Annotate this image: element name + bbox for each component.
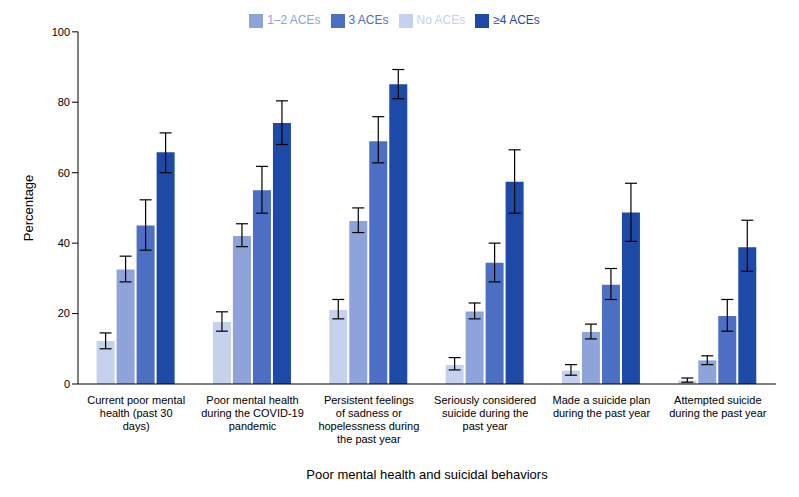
svg-text:40: 40 (58, 237, 70, 249)
html-text:No ACEs: No ACEs (416, 13, 466, 27)
svg-text:80: 80 (58, 96, 70, 108)
svg-text:Persistent feelingsof sadness: Persistent feelingsof sadness orhopeless… (318, 394, 419, 445)
html-text:3 ACEs: 3 ACEs (348, 13, 389, 27)
svg-text:20: 20 (58, 307, 70, 319)
svg-text:Made a suicide planduring the: Made a suicide planduring the past year (553, 394, 651, 419)
svg-text:Seriously consideredsuicide du: Seriously consideredsuicide during thepa… (434, 394, 536, 432)
svg-text:60: 60 (58, 167, 70, 179)
svg-text:100: 100 (52, 26, 70, 38)
svg-text:Percentage: Percentage (21, 175, 36, 242)
svg-text:Poor mental healthduring the C: Poor mental healthduring the COVID-19pan… (201, 394, 304, 432)
html-text:1–2 ACEs: 1–2 ACEs (267, 13, 321, 27)
html-text:≥4 ACEs: ≥4 ACEs (493, 13, 540, 27)
svg-text:Current poor mentalhealth (pas: Current poor mentalhealth (past 30days) (87, 394, 185, 432)
svg-text:0: 0 (64, 378, 70, 390)
svg-text:Poor mental health and suicida: Poor mental health and suicidal behavior… (306, 467, 548, 482)
svg-text:Attempted suicideduring the pa: Attempted suicideduring the past year (669, 394, 767, 419)
